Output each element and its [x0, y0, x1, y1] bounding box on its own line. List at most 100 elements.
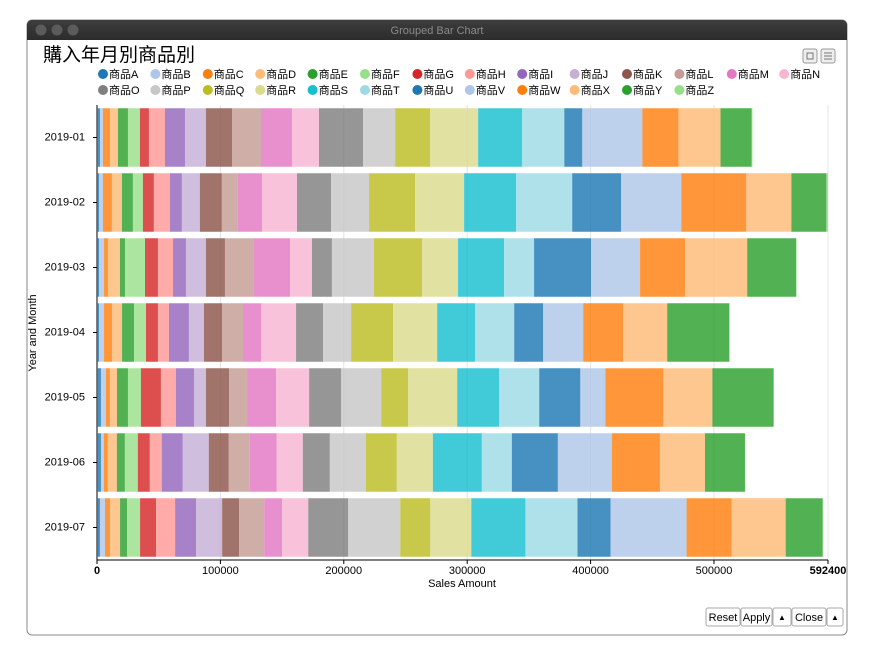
minimize-dot[interactable]	[51, 24, 63, 36]
button-bar: Reset Apply ▲ Close ▲	[705, 607, 844, 627]
button-label[interactable]: Apply	[743, 612, 771, 624]
bar-segment	[169, 173, 182, 232]
bar-segment	[393, 303, 438, 362]
bar-segment	[139, 108, 149, 167]
bar-segment	[331, 238, 375, 297]
legend-swatch	[569, 69, 580, 79]
bar-segment	[282, 498, 309, 557]
bar-segment	[140, 368, 161, 427]
button-frame[interactable]	[772, 607, 792, 627]
legend-swatch	[255, 85, 266, 95]
bar-segment	[308, 498, 349, 557]
legend-label: 商品P	[161, 83, 190, 97]
bar-segment	[160, 368, 176, 427]
bar-segment	[142, 173, 154, 232]
bar-segment	[161, 433, 183, 492]
bar-segment	[525, 498, 578, 557]
bar-segment	[100, 368, 107, 427]
bar-segment	[153, 173, 170, 232]
bar-segment	[199, 173, 222, 232]
bar-segment	[104, 238, 108, 297]
bar-segment	[222, 303, 243, 362]
button-frame[interactable]	[826, 607, 844, 627]
bar-segment	[430, 498, 472, 557]
bar-segment	[642, 108, 679, 167]
button[interactable]: ▲	[772, 607, 792, 627]
bar-segment	[205, 368, 230, 427]
bar-segment	[110, 498, 121, 557]
bar-segment	[145, 303, 158, 362]
legend-swatch	[307, 69, 318, 79]
bar-segment	[112, 303, 123, 362]
bar-segment	[659, 433, 705, 492]
bar-segment	[291, 108, 319, 167]
bar-segment	[539, 368, 581, 427]
button[interactable]: Close	[791, 607, 827, 627]
bar-segment	[157, 303, 169, 362]
bar-segment	[228, 433, 250, 492]
bar-segment	[640, 238, 686, 297]
legend-label: 商品W	[528, 83, 561, 97]
bar-segment	[249, 433, 277, 492]
bar-segment	[415, 173, 465, 232]
bar-segment	[785, 498, 823, 557]
bar-segment	[374, 238, 423, 297]
legend-swatch	[517, 85, 528, 95]
legend-swatch	[360, 69, 370, 79]
button-label[interactable]: Reset	[709, 612, 738, 624]
bar-segment	[663, 368, 713, 427]
legend-swatch	[150, 85, 161, 95]
legend-swatch	[98, 85, 108, 95]
bar-segment	[102, 173, 112, 232]
bar-segment	[182, 433, 209, 492]
bar-segment	[98, 173, 103, 232]
close-dot[interactable]	[35, 24, 47, 36]
bar-segment	[296, 303, 324, 362]
bar-segment	[193, 368, 206, 427]
bar-segment	[437, 303, 476, 362]
icon-button[interactable]	[802, 48, 818, 64]
bar-segment	[97, 303, 99, 362]
button-frame[interactable]	[740, 607, 773, 627]
bar-segment	[557, 433, 612, 492]
bar-segment	[97, 433, 101, 492]
button-label[interactable]: Close	[795, 612, 823, 624]
button-label[interactable]: ▲	[831, 613, 839, 622]
legend-swatch	[255, 69, 266, 79]
button-frame[interactable]	[791, 607, 827, 627]
bar-segment	[678, 108, 721, 167]
plot: 0 100000 200000 300000 400000 500000 592400 201…	[45, 105, 846, 577]
legend-swatch	[779, 69, 790, 79]
bar-segment	[611, 433, 660, 492]
bar-segment	[430, 108, 479, 167]
button-frame[interactable]	[705, 607, 741, 627]
bar-segment	[276, 368, 310, 427]
legend-label: 商品S	[319, 83, 348, 97]
legend-swatch	[202, 85, 213, 95]
bar-segment	[351, 303, 394, 362]
bar-segment	[720, 108, 752, 167]
bar-segment	[396, 433, 433, 492]
bar-segment	[747, 238, 797, 297]
bar-segment	[239, 498, 265, 557]
bar-segment	[121, 173, 133, 232]
bar-segment	[260, 303, 297, 362]
legend-swatch	[464, 69, 475, 79]
legend-swatch	[307, 85, 318, 95]
button[interactable]: Reset	[705, 607, 741, 627]
bar-segment	[511, 433, 558, 492]
button[interactable]: Apply	[740, 607, 773, 627]
bar-segment	[103, 433, 108, 492]
menu-glyph	[824, 52, 832, 60]
button[interactable]: ▲	[826, 607, 844, 627]
bar-segment	[791, 173, 827, 232]
button-label[interactable]: ▲	[778, 613, 786, 622]
bar-segment	[309, 368, 342, 427]
legend-swatch	[464, 85, 475, 95]
zoom-dot[interactable]	[67, 24, 79, 36]
bar-segment	[231, 108, 261, 167]
bar-segment	[516, 173, 573, 232]
bar-segment	[514, 303, 544, 362]
bar-segment	[365, 433, 397, 492]
bar-segment	[116, 433, 125, 492]
